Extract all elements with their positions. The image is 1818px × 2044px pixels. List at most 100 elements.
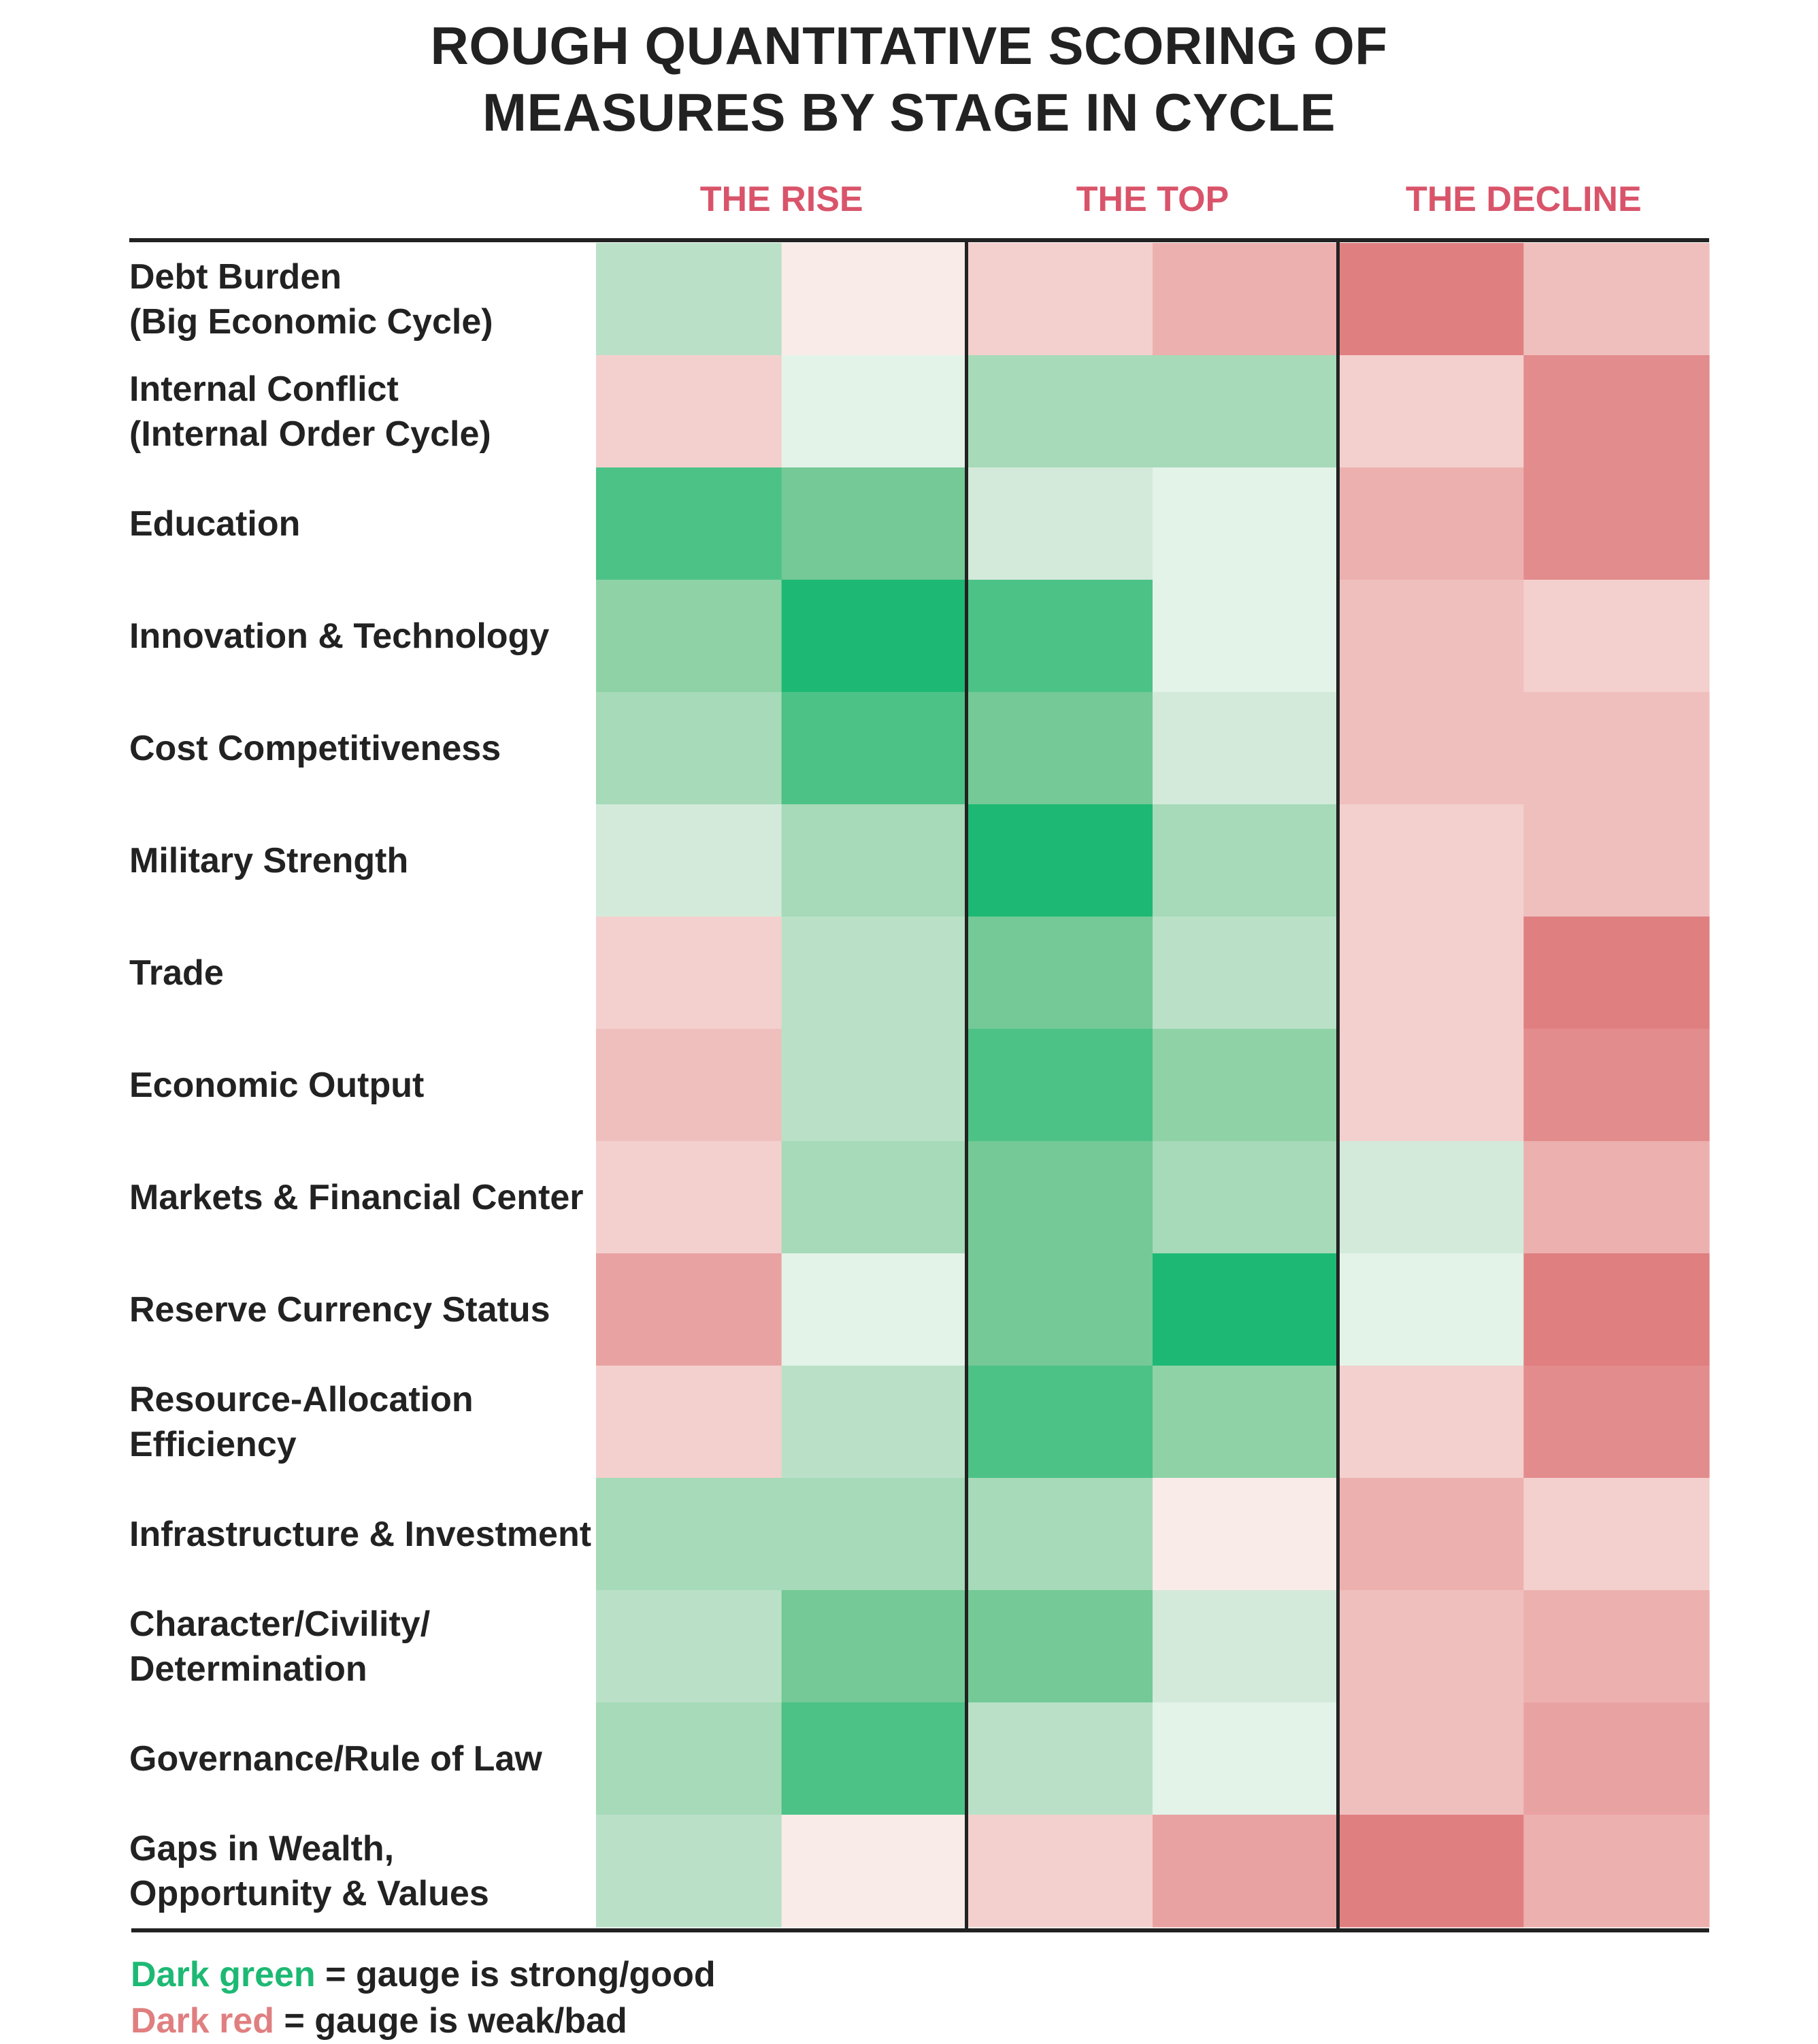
heatmap-cell-r10-c6 [1523, 1253, 1710, 1366]
heatmap-cell-r6-c2 [781, 804, 968, 917]
row-label: Trade [129, 917, 592, 1029]
legend-item-red: Dark red = gauge is weak/bad [131, 1998, 716, 2044]
heatmap-cell-r13-c4 [1153, 1590, 1339, 1703]
heatmap-cell-r2-c3 [967, 355, 1153, 468]
heatmap-cell-r2-c4 [1153, 355, 1339, 468]
heatmap-cell-r8-c2 [781, 1029, 968, 1142]
row-label-line: Resource-Allocation [129, 1379, 474, 1419]
row-label-text: Debt Burden (Big Economic Cycle) [129, 254, 493, 344]
stage-divider [1336, 238, 1340, 1930]
chart-title-line-2: MEASURES BY STAGE IN CYCLE [482, 82, 1336, 142]
heatmap-cell-r13-c1 [596, 1590, 782, 1703]
heatmap-cell-r10-c4 [1153, 1253, 1339, 1366]
heatmap-cell-r3-c3 [967, 467, 1153, 580]
heatmap-cell-r4-c5 [1338, 580, 1524, 693]
row-label-line: Debt Burden [129, 257, 342, 297]
heatmap-cell-r3-c4 [1153, 467, 1339, 580]
heatmap-cell-r12-c3 [967, 1478, 1153, 1591]
stage-divider [965, 238, 969, 1930]
heatmap-cell-r7-c5 [1338, 917, 1524, 1029]
heatmap-cell-r8-c6 [1523, 1029, 1710, 1142]
bottom-rule [131, 1928, 1709, 1932]
row-label-line: Infrastructure & Investment [129, 1514, 592, 1554]
heatmap-cell-r5-c3 [967, 692, 1153, 805]
heatmap-cell-r5-c6 [1523, 692, 1710, 805]
heatmap-cell-r15-c2 [781, 1815, 968, 1928]
row-label: Military Strength [129, 804, 592, 917]
row-label: Economic Output [129, 1029, 592, 1141]
top-rule [129, 238, 1709, 242]
stage-label: THE TOP [1076, 180, 1229, 219]
heatmap-cell-r4-c3 [967, 580, 1153, 693]
legend-text-green: = gauge is strong/good [315, 1955, 716, 1994]
row-label-text: Internal Conflict (Internal Order Cycle) [129, 367, 491, 457]
row-label-line: Governance/Rule of Law [129, 1738, 542, 1779]
row-label-text: Trade [129, 951, 224, 995]
row-label-line: Efficiency [129, 1424, 297, 1464]
row-label-line: Gaps in Wealth, [129, 1828, 395, 1868]
heatmap-cell-r9-c6 [1523, 1141, 1710, 1254]
heatmap-cell-r11-c1 [596, 1366, 782, 1479]
row-label-line: (Big Economic Cycle) [129, 301, 493, 342]
heatmap-cell-r11-c5 [1338, 1366, 1524, 1479]
row-label-text: Gaps in Wealth, Opportunity & Values [129, 1826, 489, 1916]
row-label: Resource-Allocation Efficiency [129, 1366, 592, 1478]
heatmap-cell-r3-c1 [596, 467, 782, 580]
heatmap-cell-r2-c6 [1523, 355, 1710, 468]
heatmap-cell-r15-c3 [967, 1815, 1153, 1928]
legend-key-green: Dark green [131, 1955, 316, 1994]
heatmap-cell-r14-c3 [967, 1702, 1153, 1815]
heatmap-cell-r4-c1 [596, 580, 782, 693]
heatmap-cell-r14-c6 [1523, 1702, 1710, 1815]
chart-title: ROUGH QUANTITATIVE SCORING OF MEASURES B… [0, 12, 1818, 146]
heatmap-cell-r6-c6 [1523, 804, 1710, 917]
heatmap-cell-r7-c1 [596, 917, 782, 1029]
heatmap-cell-r1-c3 [967, 243, 1153, 356]
heatmap-cell-r7-c3 [967, 917, 1153, 1029]
row-label-text: Education [129, 501, 300, 546]
legend-key-red: Dark red [131, 2001, 274, 2041]
heatmap-cell-r12-c5 [1338, 1478, 1524, 1591]
heatmap-cell-r9-c5 [1338, 1141, 1524, 1254]
stage-label: THE DECLINE [1405, 180, 1642, 219]
heatmap-cell-r8-c4 [1153, 1029, 1339, 1142]
heatmap-cell-r10-c3 [967, 1253, 1153, 1366]
heatmap-cell-r2-c5 [1338, 355, 1524, 468]
heatmap-cell-r8-c1 [596, 1029, 782, 1142]
row-label: Character/Civility/Determination [129, 1590, 592, 1702]
heatmap-cell-r5-c4 [1153, 692, 1339, 805]
heatmap-cell-r1-c2 [781, 243, 968, 356]
heatmap-cell-r6-c1 [596, 804, 782, 917]
heatmap-cell-r7-c2 [781, 917, 968, 1029]
heatmap-cell-r12-c1 [596, 1478, 782, 1591]
row-label-text: Character/Civility/Determination [129, 1602, 430, 1692]
heatmap-cell-r6-c5 [1338, 804, 1524, 917]
heatmap-cell-r5-c2 [781, 692, 968, 805]
heatmap-cell-r10-c5 [1338, 1253, 1524, 1366]
heatmap-cell-r8-c5 [1338, 1029, 1524, 1142]
heatmap-cell-r12-c4 [1153, 1478, 1339, 1591]
heatmap-cell-r1-c1 [596, 243, 782, 356]
heatmap-cell-r14-c2 [781, 1702, 968, 1815]
row-label-text: Military Strength [129, 838, 408, 883]
row-label-line: Character/Civility/ [129, 1604, 431, 1644]
row-label: Debt Burden (Big Economic Cycle) [129, 243, 592, 355]
heatmap-cell-r5-c5 [1338, 692, 1524, 805]
heatmap-cell-r1-c4 [1153, 243, 1339, 356]
heatmap-cell-r2-c1 [596, 355, 782, 468]
heatmap-cell-r9-c4 [1153, 1141, 1339, 1254]
row-label-text: Reserve Currency Status [129, 1287, 550, 1332]
heatmap-cell-r7-c6 [1523, 917, 1710, 1029]
heatmap-cell-r13-c5 [1338, 1590, 1524, 1703]
heatmap-cell-r14-c5 [1338, 1702, 1524, 1815]
row-label-text: Resource-Allocation Efficiency [129, 1377, 474, 1467]
row-label: Cost Competitiveness [129, 692, 592, 804]
row-label-line: Markets & Financial Center [129, 1177, 584, 1217]
row-label: Education [129, 467, 592, 580]
heatmap-cell-r9-c2 [781, 1141, 968, 1254]
row-label-text: Cost Competitiveness [129, 726, 501, 771]
heatmap-cell-r1-c5 [1338, 243, 1524, 356]
row-label-text: Innovation & Technology [129, 614, 549, 659]
heatmap-cell-r6-c3 [967, 804, 1153, 917]
